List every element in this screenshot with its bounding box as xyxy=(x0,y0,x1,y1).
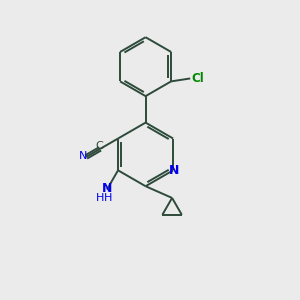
Text: C: C xyxy=(95,142,103,152)
Text: H: H xyxy=(103,193,112,203)
Text: N: N xyxy=(169,164,179,177)
Text: N: N xyxy=(78,151,87,161)
Text: H: H xyxy=(95,193,104,203)
Text: Cl: Cl xyxy=(192,72,204,85)
Text: N: N xyxy=(102,182,112,195)
